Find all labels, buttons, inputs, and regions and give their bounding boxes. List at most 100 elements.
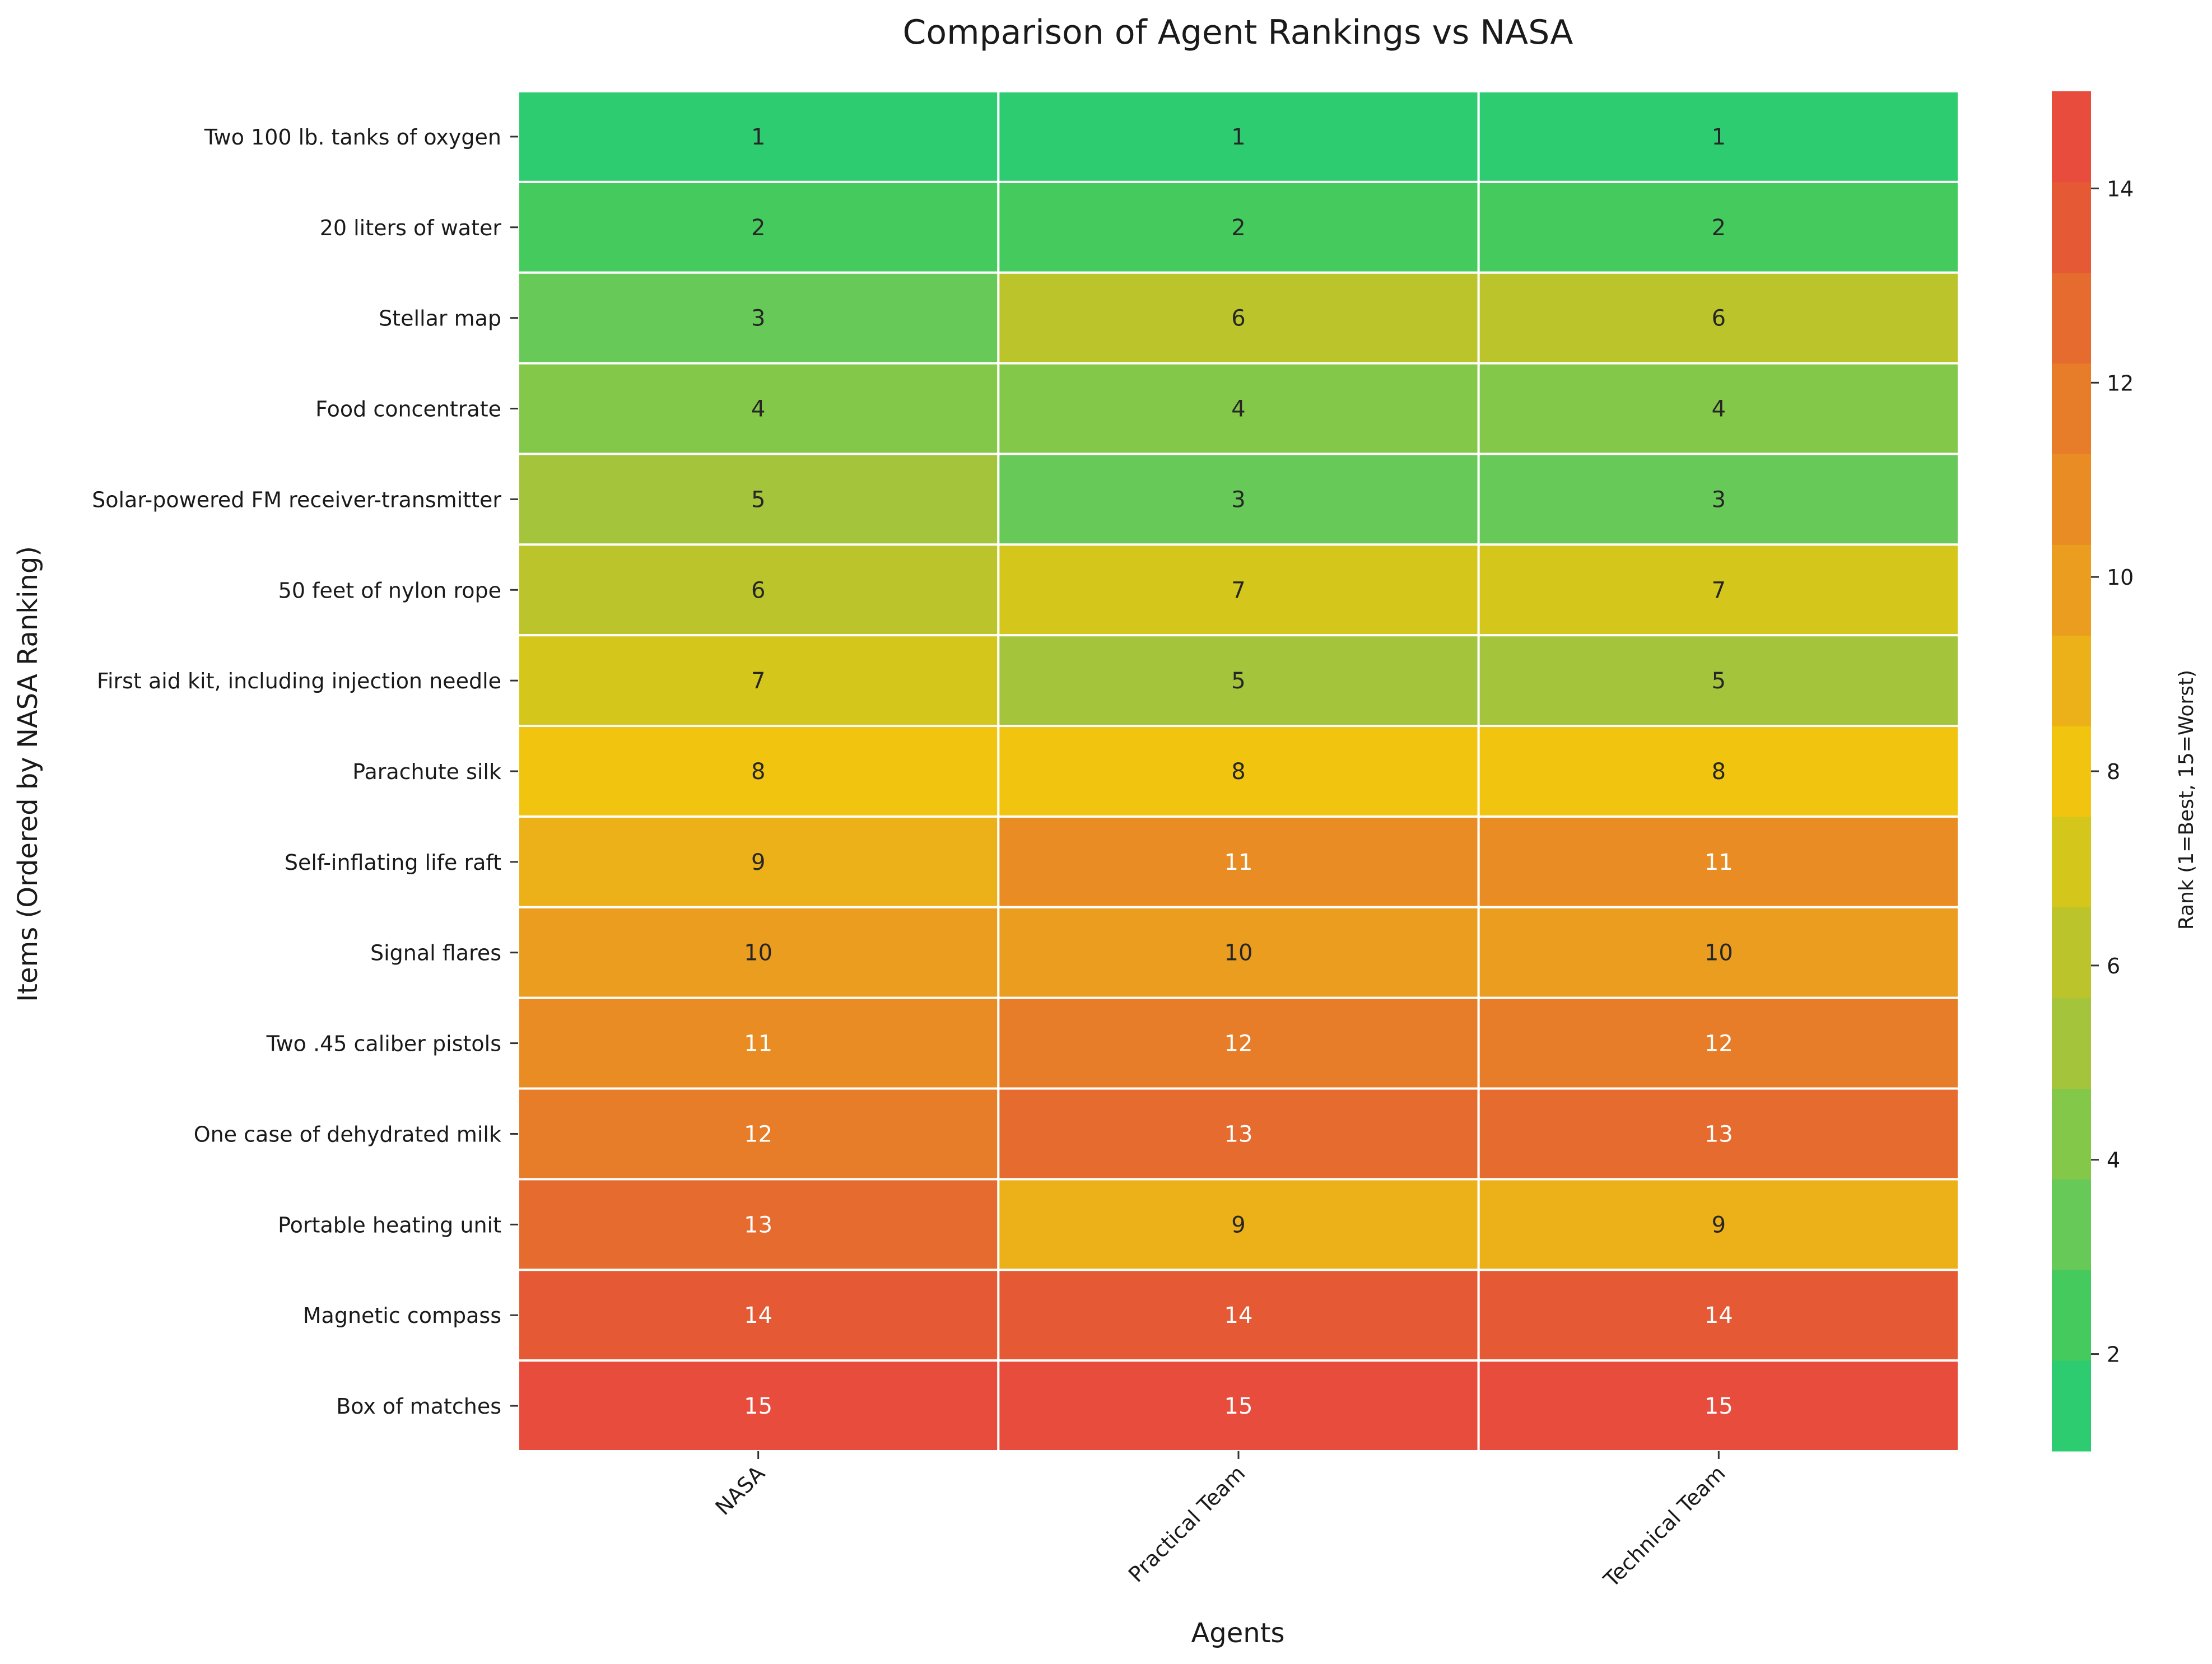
- cell-value-label: 7: [751, 668, 765, 694]
- cell-value-label: 3: [1712, 487, 1726, 512]
- x-tick-label-nasa: NASA: [710, 1461, 770, 1520]
- y-tick-label-box-of-matches: Box of matches: [336, 1394, 501, 1419]
- heatmap-cell: [517, 90, 1000, 183]
- heatmap-cell: [517, 996, 1000, 1090]
- x-axis: NASA Practical Team Technical Team: [710, 1451, 1730, 1592]
- heatmap-cell: [1477, 906, 1960, 999]
- cell-value-label: 9: [751, 850, 765, 875]
- y-tick-label-one-case-of-dehydrated-milk: One case of dehydrated milk: [194, 1122, 501, 1146]
- cell-value-label: 13: [1224, 1121, 1253, 1147]
- colorbar-segment: [2052, 1360, 2091, 1452]
- colorbar-tick-label: 2: [2107, 1343, 2120, 1367]
- colorbar-tick-label: 10: [2107, 565, 2134, 590]
- colorbar-tick-label: 14: [2107, 176, 2134, 201]
- chart-title: Comparison of Agent Rankings vs NASA: [903, 13, 1573, 52]
- heatmap-cell: [517, 906, 1000, 999]
- x-tick-label-technical-team: Technical Team: [1599, 1461, 1730, 1592]
- cell-value-label: 13: [744, 1212, 772, 1238]
- cell-value-label: 12: [744, 1121, 772, 1147]
- cell-value-label: 13: [1705, 1121, 1733, 1147]
- cell-value-label: 10: [744, 940, 772, 966]
- colorbar-segment: [2052, 454, 2091, 545]
- cell-value-label: 2: [1231, 215, 1245, 241]
- cell-value-label: 5: [1712, 668, 1726, 694]
- cell-value-label: 8: [1231, 759, 1245, 785]
- y-tick-label-parachute-silk: Parachute silk: [352, 759, 501, 784]
- colorbar-segment: [2052, 91, 2091, 183]
- cell-value-label: 8: [751, 759, 765, 785]
- heatmap-cell: [1477, 815, 1960, 908]
- heatmap-cell: [997, 1178, 1480, 1271]
- colorbar-tick-label: 12: [2107, 371, 2134, 395]
- colorbar: 2 4 6 8 10 12 14: [2052, 91, 2134, 1452]
- y-axis: Two 100 lb. tanks of oxygen 20 liters of …: [92, 125, 518, 1419]
- heatmap-cell: [1477, 996, 1960, 1090]
- cell-value-label: 4: [1712, 397, 1726, 422]
- cell-value-label: 14: [744, 1303, 772, 1329]
- heatmap-cell: [517, 725, 1000, 818]
- cell-value-label: 1: [1712, 124, 1726, 150]
- cell-value-label: 15: [1705, 1393, 1733, 1419]
- heatmap-cell: [1477, 543, 1960, 637]
- colorbar-segment: [2052, 998, 2091, 1089]
- y-tick-label-portable-heating-unit: Portable heating unit: [278, 1213, 501, 1237]
- heatmap-cell: [517, 362, 1000, 455]
- heatmap-cell: [1477, 90, 1960, 183]
- colorbar-segment: [2052, 1179, 2091, 1270]
- cell-value-label: 15: [744, 1393, 772, 1419]
- heatmap-cell: [517, 815, 1000, 908]
- heatmap-cell: [997, 634, 1480, 728]
- y-tick-label-solar-powered-fm-receiver-transmitter: Solar-powered FM receiver-transmitter: [92, 487, 501, 512]
- colorbar-segment: [2052, 363, 2091, 454]
- heatmap-cell: [1477, 1269, 1960, 1362]
- heatmap-cell: [997, 453, 1480, 546]
- colorbar-segment: [2052, 544, 2091, 636]
- heatmap-cell: [1477, 1359, 1960, 1452]
- cell-value-label: 7: [1231, 577, 1245, 603]
- heatmap-cells: [517, 90, 1960, 1452]
- heatmap-cell: [517, 1269, 1000, 1362]
- colorbar-tick-label: 6: [2107, 954, 2120, 978]
- cell-value-label: 10: [1705, 940, 1733, 966]
- colorbar-segment: [2052, 1088, 2091, 1180]
- y-tick-label-magnetic-compass: Magnetic compass: [303, 1303, 501, 1328]
- heatmap-cell: [1477, 634, 1960, 728]
- colorbar-label: Rank (1=Best, 15=Worst): [2175, 670, 2198, 930]
- cell-value-label: 7: [1712, 577, 1726, 603]
- colorbar-segment: [2052, 726, 2091, 817]
- cell-value-label: 1: [1231, 124, 1245, 150]
- cell-value-label: 3: [751, 306, 765, 332]
- x-axis-label: Agents: [1191, 1618, 1284, 1649]
- heatmap-cell: [1477, 453, 1960, 546]
- y-tick-label-signal-flares: Signal flares: [370, 941, 501, 966]
- y-tick-label-50-feet-of-nylon-rope: 50 feet of nylon rope: [278, 578, 501, 603]
- cell-value-label: 6: [751, 577, 765, 603]
- colorbar-segment: [2052, 1270, 2091, 1361]
- cell-value-label: 9: [1712, 1212, 1726, 1238]
- heatmap-cell: [1477, 1087, 1960, 1181]
- cell-value-label: 14: [1705, 1303, 1733, 1329]
- cell-value-label: 2: [1712, 215, 1726, 241]
- heatmap-cell: [997, 271, 1480, 365]
- cell-value-label: 2: [751, 215, 765, 241]
- cell-value-label: 6: [1231, 306, 1245, 332]
- y-tick-label-self-inflating-life-raft: Self-inflating life raft: [285, 850, 501, 875]
- heatmap-cell: [1477, 1178, 1960, 1271]
- cell-value-label: 11: [1705, 850, 1733, 875]
- cell-value-label: 11: [1224, 850, 1253, 875]
- x-tick-label-practical-team: Practical Team: [1124, 1461, 1250, 1587]
- y-tick-label-food-concentrate: Food concentrate: [315, 397, 501, 422]
- cell-value-label: 5: [751, 487, 765, 512]
- cell-value-label: 4: [751, 397, 765, 422]
- cell-value-label: 5: [1231, 668, 1245, 694]
- cell-value-label: 12: [1705, 1031, 1733, 1057]
- heatmap-cell: [1477, 180, 1960, 274]
- y-tick-label-stellar-map: Stellar map: [379, 306, 501, 331]
- cell-value-label: 3: [1231, 487, 1245, 512]
- heatmap-cell: [997, 906, 1480, 999]
- cell-value-label: 10: [1224, 940, 1253, 966]
- cell-value-label: 15: [1224, 1393, 1253, 1419]
